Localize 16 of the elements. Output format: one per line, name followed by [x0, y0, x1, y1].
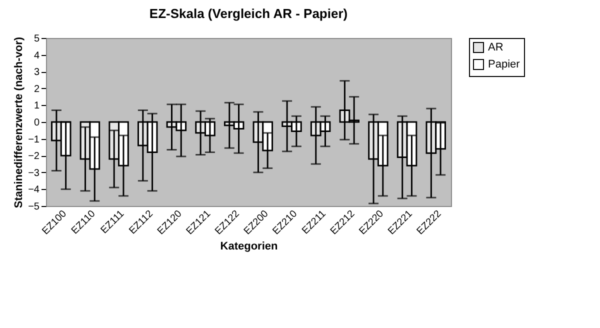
y-tick-label: −3	[28, 168, 40, 179]
y-tick-label: 0	[34, 118, 40, 128]
y-tick-label: −5	[28, 202, 40, 212]
y-tick-label: 3	[34, 67, 40, 78]
y-axis-title: Staninedifferenzwerte (nach-vor)	[13, 36, 26, 208]
legend-label: AR	[488, 42, 504, 54]
y-tick-label: −1	[28, 134, 40, 146]
y-tick-label: 5	[34, 34, 40, 44]
x-axis-title: Kategorien	[220, 240, 278, 252]
y-tick-label: −2	[28, 151, 40, 162]
legend-label: Papier	[488, 58, 520, 70]
y-tick-label: 4	[34, 50, 40, 62]
y-tick-label: 2	[34, 84, 40, 95]
y-tick-label: −4	[28, 184, 40, 196]
chart-title: EZ-Skala (Vergleich AR - Papier)	[149, 6, 348, 21]
y-tick-label: 1	[34, 100, 40, 112]
